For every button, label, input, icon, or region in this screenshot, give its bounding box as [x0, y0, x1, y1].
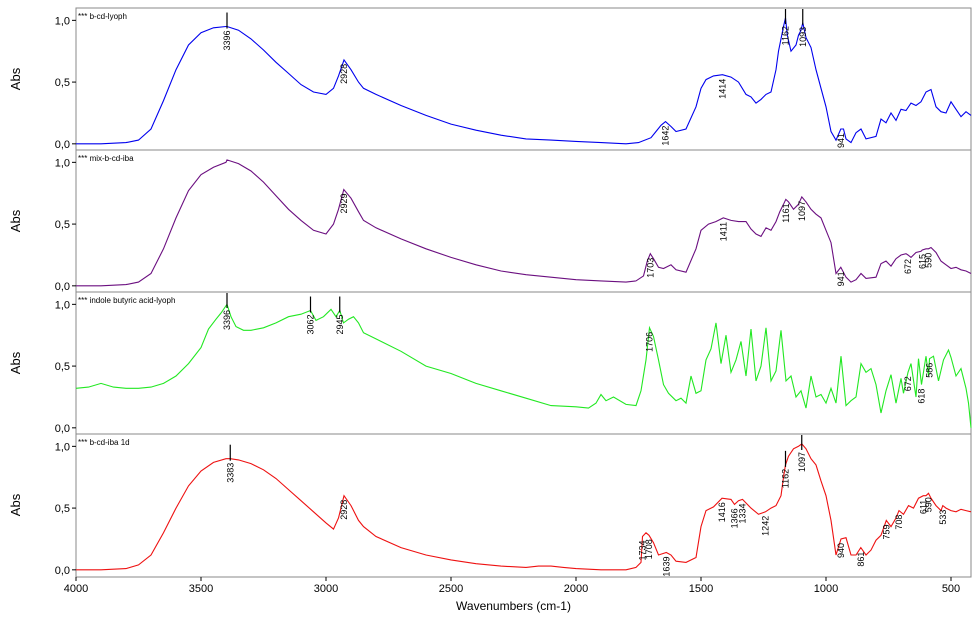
panel-1-y-tick-label: 0,0 — [55, 139, 70, 151]
panel-2-peak-label-1703: 1703 — [645, 258, 655, 278]
panel-4-peak-label-861: 861 — [856, 552, 866, 567]
x-tick-label-4000: 4000 — [64, 583, 88, 595]
x-tick-label-2000: 2000 — [564, 583, 588, 595]
panel-4-peak-label-1734: 1734 — [638, 540, 648, 560]
panel-2-y-tick-label: 0,5 — [55, 219, 70, 231]
panel-4-peak-label-2928: 2928 — [339, 500, 349, 520]
panel-4-peak-label-708: 708 — [894, 515, 904, 530]
panel-3-peak-label-586: 586 — [925, 363, 935, 378]
panel-1-peak-label-1162: 1162 — [781, 26, 791, 45]
panel-4-peak-label-1639: 1639 — [661, 557, 671, 577]
panel-4-peak-label-533: 533 — [938, 510, 948, 525]
panel-2-peak-label-1411: 1411 — [718, 222, 728, 241]
panel-3-peak-label-672: 672 — [903, 376, 913, 391]
panel-4-peak-label-1242: 1242 — [761, 516, 771, 536]
panel-3-y-axis-label: Abs — [8, 351, 23, 374]
x-tick-label-500: 500 — [942, 583, 960, 595]
panel-4-peak-label-759: 759 — [881, 524, 891, 539]
panel-2-peak-label-590: 590 — [924, 253, 934, 268]
panel-1-peak-label-3396: 3396 — [222, 31, 232, 51]
panel-2-spectrum-line — [76, 159, 972, 287]
panel-1-title: *** b-cd-lyoph — [78, 12, 127, 21]
panel-1-peak-label-1642: 1642 — [661, 126, 671, 146]
panel-1-peak-label-1093: 1093 — [798, 27, 808, 47]
panel-2-peak-label-2929: 2929 — [339, 194, 349, 214]
panel-4-peak-label-1097: 1097 — [797, 452, 807, 472]
panel-4-peak-label-1162: 1162 — [781, 469, 791, 488]
panel-2-y-axis-label: Abs — [8, 209, 23, 232]
panel-3-y-tick-label: 1,0 — [55, 299, 70, 311]
panel-1-y-tick-label: 0,5 — [55, 77, 70, 89]
panel-3-spectrum-line — [75, 303, 972, 428]
panel-3-peak-label-618: 618 — [917, 389, 927, 404]
panel-4-y-axis-label: Abs — [8, 493, 23, 516]
panel-1-y-tick-label: 1,0 — [55, 15, 70, 27]
panel-1-peak-label-941: 941 — [836, 133, 846, 148]
panel-4-y-tick-label: 1,0 — [55, 441, 70, 453]
panel-3-title: *** indole butyric acid-lyoph — [78, 296, 175, 305]
panel-1-peak-label-1414: 1414 — [718, 79, 728, 99]
panel-4-peak-label-3383: 3383 — [225, 463, 235, 483]
panel-3-peak-label-3396: 3396 — [222, 310, 232, 330]
panel-4-peak-label-1334: 1334 — [738, 503, 748, 523]
panel-2-peak-label-1097: 1097 — [797, 201, 807, 221]
panel-3-peak-label-1706: 1706 — [645, 332, 655, 352]
panel-2-y-tick-label: 1,0 — [55, 157, 70, 169]
panel-3-peak-label-3062: 3062 — [306, 315, 316, 335]
panel-2-y-tick-label: 0,0 — [55, 281, 70, 293]
panel-1-peak-label-2928: 2928 — [339, 64, 349, 84]
panel-4-title: *** b-cd-iba 1d — [78, 438, 130, 447]
panel-4-peak-label-940: 940 — [836, 543, 846, 558]
x-tick-label-3500: 3500 — [189, 583, 213, 595]
x-tick-label-1500: 1500 — [689, 583, 713, 595]
panel-4-y-tick-label: 0,5 — [55, 503, 70, 515]
panel-2-title: *** mix-b-cd-iba — [78, 154, 134, 163]
x-tick-label-1000: 1000 — [814, 583, 838, 595]
panel-4-peak-label-1416: 1416 — [717, 502, 727, 522]
panel-2-peak-label-1161: 1161 — [781, 203, 791, 222]
x-tick-label-2500: 2500 — [439, 583, 463, 595]
panel-2-peak-label-615: 615 — [917, 254, 927, 269]
x-tick-label-3000: 3000 — [314, 583, 338, 595]
panel-2-peak-label-941: 941 — [836, 271, 846, 286]
panel-4-peak-label-1708: 1708 — [644, 539, 654, 559]
panel-4-y-tick-label: 0,0 — [55, 565, 70, 577]
panel-4-peak-label-590: 590 — [924, 497, 934, 512]
x-axis-label: Wavenumbers (cm-1) — [456, 599, 571, 613]
panel-2-peak-label-672: 672 — [903, 259, 913, 274]
panel-3-y-tick-label: 0,5 — [55, 361, 70, 373]
panel-1-y-axis-label: Abs — [8, 67, 23, 90]
panel-1-spectrum-line — [76, 17, 972, 145]
panel-4-spectrum-line — [76, 443, 972, 571]
panel-3-peak-label-2945: 2945 — [335, 315, 345, 335]
panel-4-peak-label-1366: 1366 — [730, 508, 740, 528]
panel-3-y-tick-label: 0,0 — [55, 423, 70, 435]
panel-4-peak-label-611: 611 — [918, 500, 928, 514]
